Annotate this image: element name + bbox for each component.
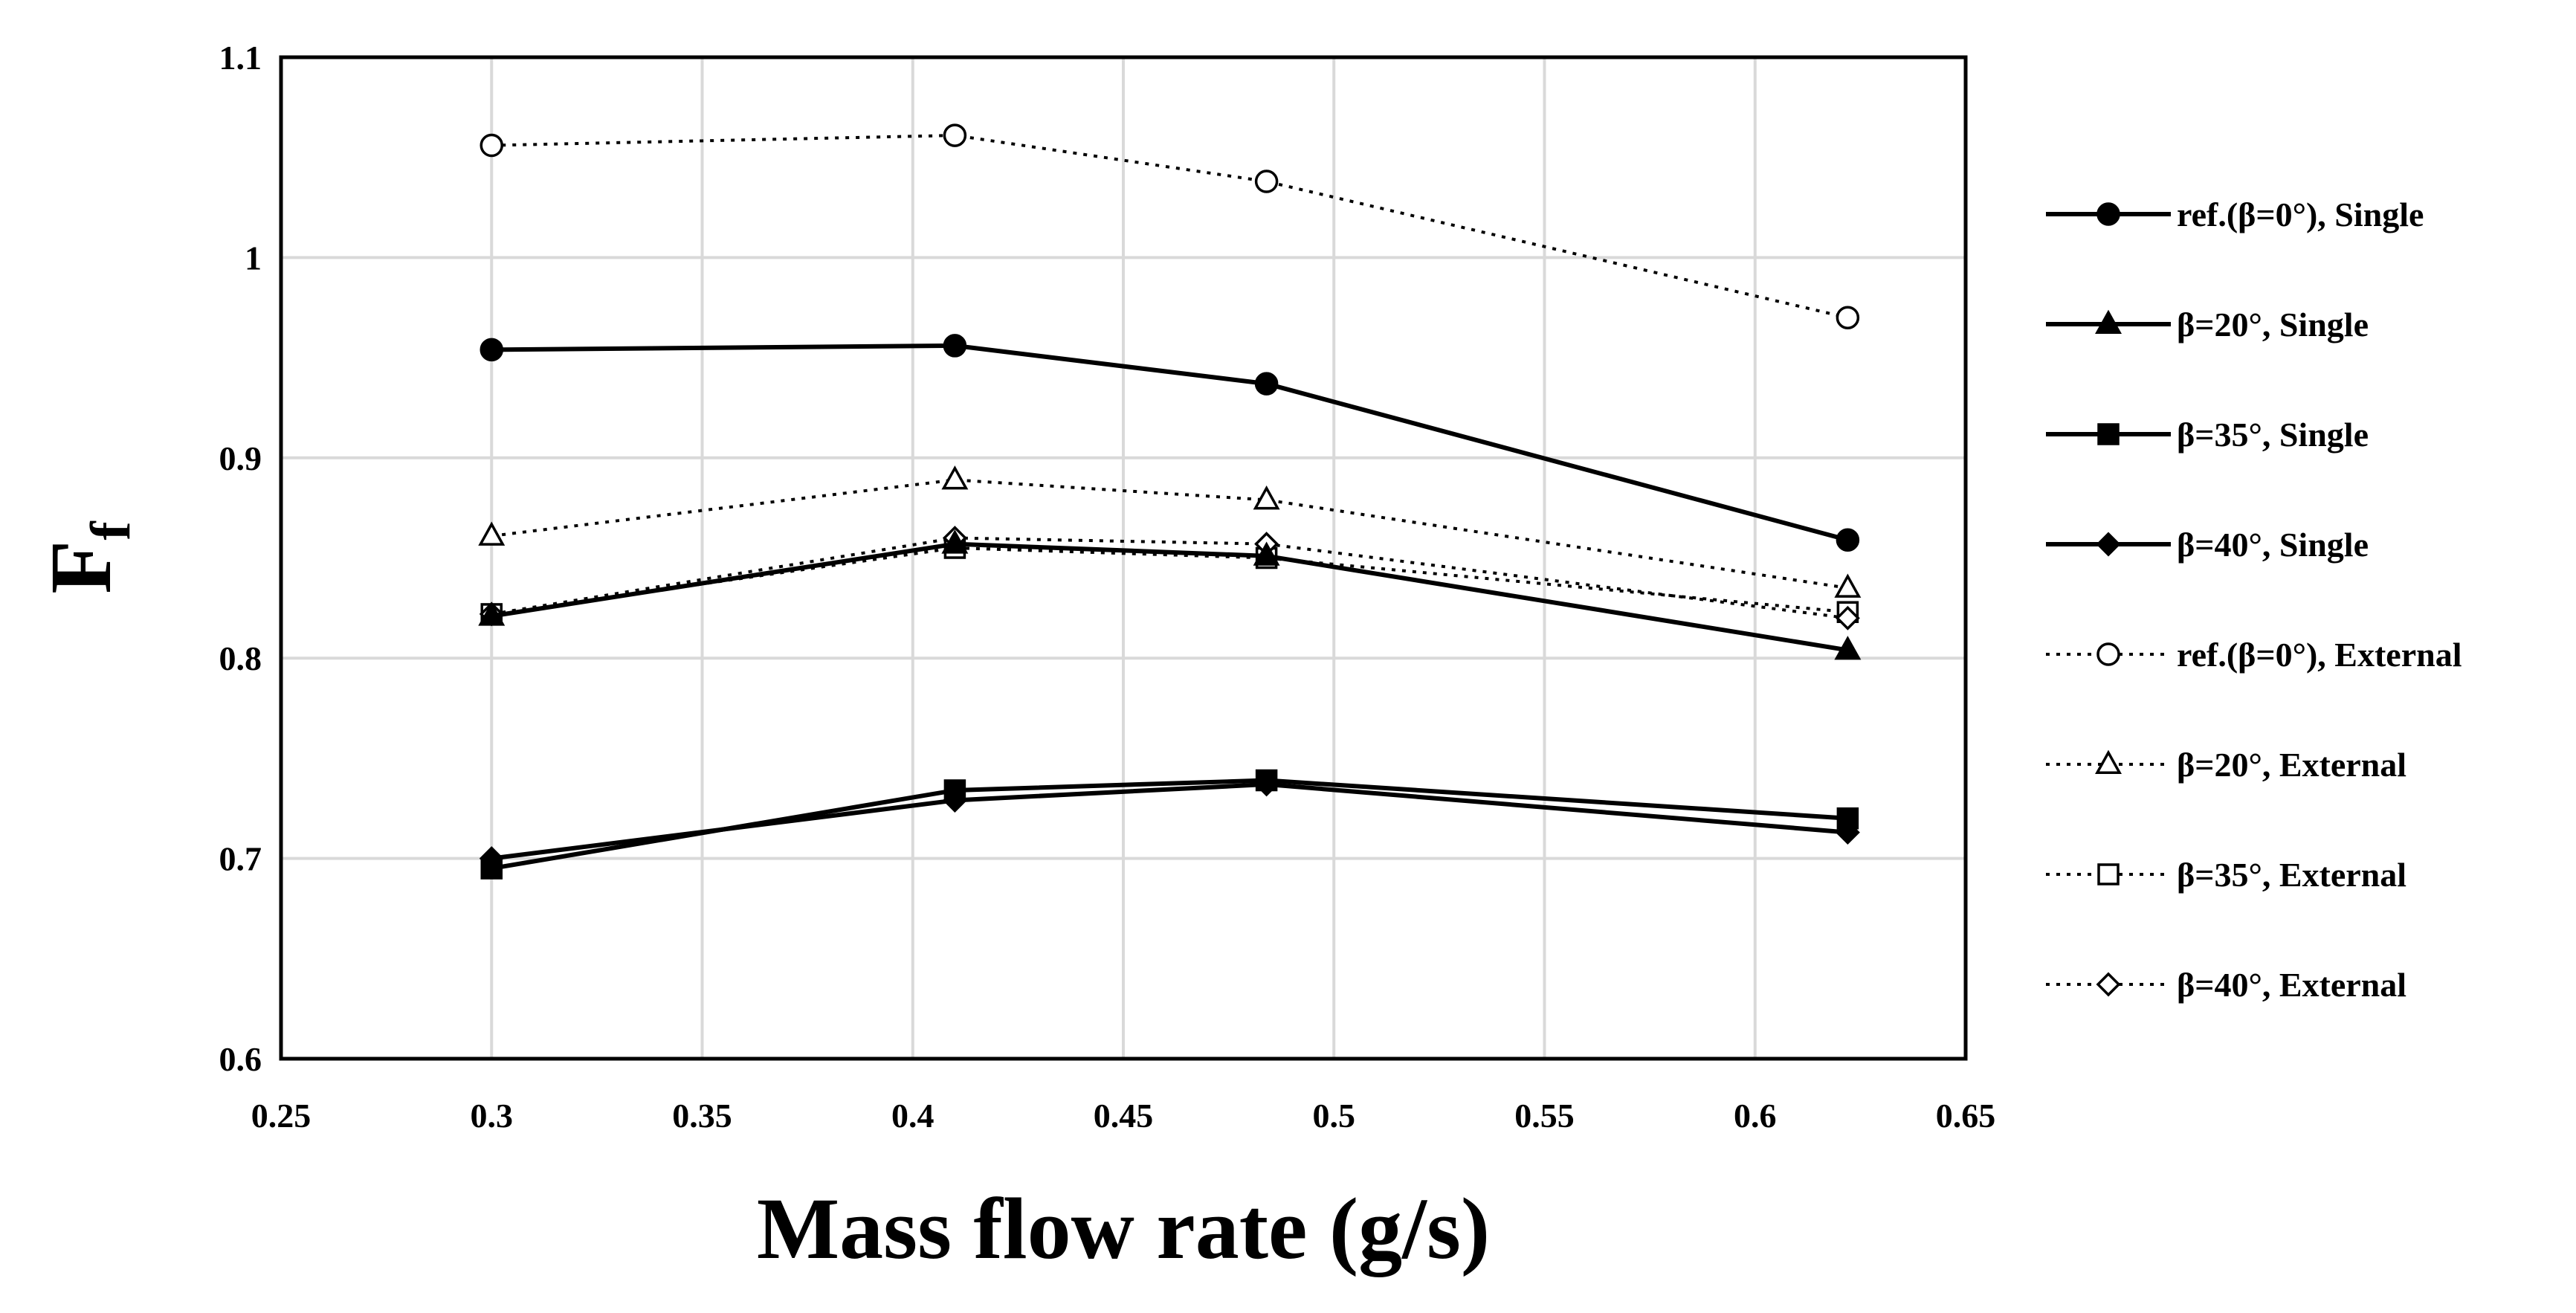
series-line [491, 478, 1848, 590]
legend-marker [2095, 309, 2122, 334]
legend-label: β=40°, External [2177, 966, 2406, 1004]
series-line [491, 781, 1848, 861]
x-tick-labels: 0.25 0.3 0.35 0.4 0.45 0.5 0.55 0.6 0.65 [251, 1097, 1996, 1135]
data-point [480, 133, 503, 158]
legend-item: ref.(β=0°), External [2046, 636, 2462, 674]
series-4 [480, 123, 1860, 329]
legend-marker [2096, 972, 2121, 997]
series-7 [479, 526, 1860, 630]
data-point [1835, 605, 1860, 630]
x-tick-label: 0.55 [1514, 1097, 1575, 1135]
x-tick-label: 0.65 [1936, 1097, 1996, 1135]
data-point [1254, 170, 1279, 193]
data-point [1834, 573, 1862, 598]
series-1 [478, 529, 1862, 660]
data-point [1836, 306, 1860, 329]
legend-marker [2096, 202, 2120, 226]
legend-item: β=20°, Single [2046, 306, 2369, 343]
legend-item: β=40°, External [2046, 966, 2406, 1004]
x-axis-title: Mass flow rate (g/s) [757, 1180, 1490, 1277]
legend-marker [2096, 642, 2120, 666]
legend-marker [2096, 532, 2121, 557]
y-tick-label: 1 [245, 239, 262, 277]
gridlines [281, 57, 1966, 1059]
data-point [1254, 372, 1279, 396]
data-point [941, 529, 969, 554]
legend-label: β=20°, External [2177, 746, 2406, 784]
x-tick-label: 0.45 [1094, 1097, 1154, 1135]
series-0 [480, 334, 1860, 552]
legend-label: β=40°, Single [2177, 526, 2369, 564]
plot-frame [279, 55, 1968, 1061]
series-line [491, 134, 1848, 320]
legend-marker [2095, 749, 2122, 774]
y-tick-label: 1.1 [219, 39, 262, 77]
series-line [491, 546, 1848, 616]
x-tick-label: 0.35 [672, 1097, 732, 1135]
data-point [480, 338, 503, 362]
y-axis-title: Ff [32, 520, 142, 594]
data-point [1253, 485, 1280, 510]
data-point [478, 521, 506, 546]
x-tick-label: 0.3 [471, 1097, 514, 1135]
legend-label: β=35°, Single [2177, 416, 2369, 454]
y-tick-label: 0.8 [219, 639, 262, 677]
y-tick-label: 0.6 [219, 1040, 262, 1078]
series-line [491, 541, 1848, 653]
legend-label: β=35°, External [2177, 856, 2406, 894]
x-tick-label: 0.4 [891, 1097, 934, 1135]
legend-marker [2097, 863, 2120, 885]
y-tick-labels: 0.6 0.7 0.8 0.9 1 1.1 [219, 39, 262, 1078]
svg-text:Ff: Ff [32, 520, 142, 594]
y-tick-label: 0.7 [219, 840, 262, 878]
data-point [478, 601, 506, 626]
legend-item: β=20°, External [2046, 746, 2406, 784]
data-point [941, 465, 969, 490]
legend-marker [2097, 423, 2120, 445]
data-point [1253, 541, 1280, 566]
legend: ref.(β=0°), Single β=20°, Single β=35°, Si… [2046, 196, 2462, 1004]
legend-label: ref.(β=0°), Single [2177, 196, 2424, 233]
x-tick-label: 0.6 [1734, 1097, 1777, 1135]
data-point [1834, 636, 1862, 660]
data-point [479, 846, 504, 871]
y-axis-title-main: F [32, 541, 129, 594]
legend-item: β=35°, Single [2046, 416, 2369, 454]
series-line [491, 343, 1849, 543]
legend-label: β=20°, Single [2177, 306, 2369, 343]
series-lines [478, 123, 1862, 880]
data-point [942, 787, 967, 813]
legend-item: β=35°, External [2046, 856, 2406, 894]
data-point [1254, 772, 1279, 797]
y-tick-label: 0.9 [219, 439, 262, 477]
legend-item: ref.(β=0°), Single [2046, 196, 2424, 233]
y-axis-title-subscript: f [80, 520, 142, 541]
series-3 [479, 772, 1860, 871]
legend-item: β=40°, Single [2046, 526, 2369, 564]
x-tick-label: 0.25 [251, 1097, 311, 1135]
data-point [1835, 820, 1860, 845]
data-point [943, 123, 967, 147]
data-point [1836, 528, 1860, 552]
series-line [491, 778, 1848, 871]
legend-label: ref.(β=0°), External [2177, 636, 2462, 674]
series-5 [478, 465, 1862, 598]
data-point [943, 334, 967, 358]
x-tick-label: 0.5 [1313, 1097, 1356, 1135]
series-line [491, 536, 1848, 620]
series-2 [480, 769, 1859, 880]
